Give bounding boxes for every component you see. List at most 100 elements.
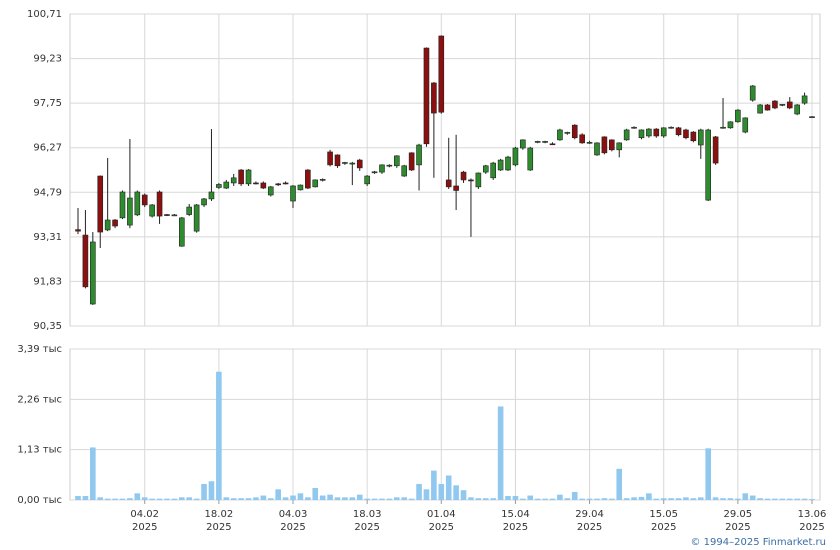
volume-bar bbox=[141, 497, 148, 500]
volume-bar bbox=[416, 483, 422, 500]
volume-bar bbox=[779, 498, 786, 500]
candle-body bbox=[75, 229, 81, 232]
candle-body bbox=[171, 214, 178, 217]
candle-body bbox=[305, 169, 311, 189]
x-tick-year: 2025 bbox=[725, 522, 750, 533]
candle-body bbox=[260, 182, 267, 189]
footer[interactable]: © 1994–2025 Finmarket.ru bbox=[690, 537, 826, 548]
volume-tick-label: 3,39 тыс bbox=[17, 344, 62, 355]
candle-body bbox=[779, 104, 786, 106]
candle-body bbox=[253, 182, 259, 185]
volume-bar bbox=[223, 497, 230, 500]
candle-body bbox=[386, 164, 393, 167]
candle-body bbox=[134, 191, 141, 216]
x-tick-label: 15.04 bbox=[501, 509, 530, 520]
volume-bar bbox=[149, 498, 155, 500]
volume-bar bbox=[505, 495, 511, 500]
volume-bar bbox=[371, 498, 378, 500]
candle-body bbox=[609, 139, 615, 151]
candle-body bbox=[319, 179, 326, 181]
candle-body bbox=[586, 141, 593, 144]
candle-body bbox=[394, 155, 400, 167]
volume-bar bbox=[697, 497, 704, 500]
volume-tick-label: 2,26 тыс bbox=[17, 394, 62, 405]
volume-bar bbox=[349, 497, 356, 500]
volume-bar bbox=[594, 498, 600, 500]
volume-bar bbox=[772, 498, 778, 500]
candle-body bbox=[334, 154, 341, 167]
candle-body bbox=[475, 172, 482, 188]
candle-body bbox=[757, 104, 763, 114]
y-tick-label: 99,23 bbox=[33, 54, 62, 65]
x-tick-year: 2025 bbox=[651, 522, 676, 533]
candle-body bbox=[497, 159, 504, 171]
volume-bar bbox=[238, 498, 244, 500]
x-tick-year: 2025 bbox=[429, 522, 454, 533]
volume-bar bbox=[290, 495, 296, 500]
volume-bar bbox=[542, 498, 548, 500]
candle-body bbox=[468, 179, 474, 182]
volume-bar bbox=[201, 483, 207, 500]
volume-bar bbox=[675, 498, 682, 500]
x-tick-label: 18.02 bbox=[205, 509, 234, 520]
x-tick-year: 2025 bbox=[354, 522, 379, 533]
candle-body bbox=[186, 206, 193, 215]
candle-body bbox=[104, 219, 111, 231]
volume-bar bbox=[297, 493, 304, 500]
volume-bar bbox=[749, 495, 756, 500]
volume-bar bbox=[164, 498, 170, 500]
volume-bar bbox=[171, 498, 178, 500]
candle-body bbox=[534, 141, 541, 143]
y-tick-label: 96,27 bbox=[33, 143, 62, 154]
volume-bar bbox=[720, 498, 726, 500]
volume-bar bbox=[216, 371, 222, 500]
volume-bar bbox=[638, 496, 645, 500]
candle-body bbox=[786, 101, 793, 109]
candle-body bbox=[379, 164, 385, 173]
y-tick-label: 93,31 bbox=[33, 232, 62, 243]
volume-bar bbox=[564, 498, 571, 500]
volume-bar bbox=[809, 499, 815, 500]
volume-bar bbox=[356, 494, 363, 500]
candle-body bbox=[505, 156, 511, 171]
candle-body bbox=[764, 104, 771, 111]
volume-bar bbox=[364, 498, 370, 500]
candle-body bbox=[119, 191, 126, 219]
volume-bar bbox=[757, 498, 763, 500]
candle-body bbox=[164, 214, 170, 216]
volume-bar bbox=[468, 497, 474, 500]
volume-bar bbox=[282, 497, 289, 500]
volume-bar bbox=[453, 485, 459, 500]
volume-bar bbox=[186, 497, 193, 500]
volume-bar bbox=[727, 498, 734, 500]
volume-bar bbox=[631, 497, 637, 500]
candle-body bbox=[342, 162, 348, 164]
y-tick-label: 97,75 bbox=[33, 98, 62, 109]
candle-body bbox=[216, 184, 222, 188]
candle-body bbox=[127, 197, 133, 226]
volume-bar bbox=[609, 498, 615, 500]
x-tick-label: 29.05 bbox=[724, 509, 753, 520]
volume-bar bbox=[408, 498, 415, 500]
volume-bar bbox=[312, 487, 319, 500]
volume-bar bbox=[104, 498, 111, 500]
volume-bar bbox=[475, 498, 482, 500]
volume-bar bbox=[690, 498, 697, 500]
volume-bar bbox=[319, 495, 326, 500]
candle-body bbox=[668, 126, 674, 129]
volume-bar bbox=[460, 490, 467, 500]
candle-body bbox=[527, 147, 534, 171]
x-tick-label: 01.04 bbox=[427, 509, 456, 520]
candle-body bbox=[223, 181, 230, 189]
x-tick-year: 2025 bbox=[206, 522, 231, 533]
candle-body bbox=[230, 177, 237, 184]
candle-body bbox=[297, 184, 304, 191]
volume-bar bbox=[512, 495, 519, 500]
candle-body bbox=[571, 124, 578, 139]
candle-body bbox=[512, 147, 519, 166]
candle-body bbox=[646, 128, 652, 137]
volume-bar bbox=[267, 498, 274, 500]
candle-body bbox=[727, 121, 734, 129]
volume-bar bbox=[653, 498, 660, 500]
candle-body bbox=[549, 143, 556, 146]
